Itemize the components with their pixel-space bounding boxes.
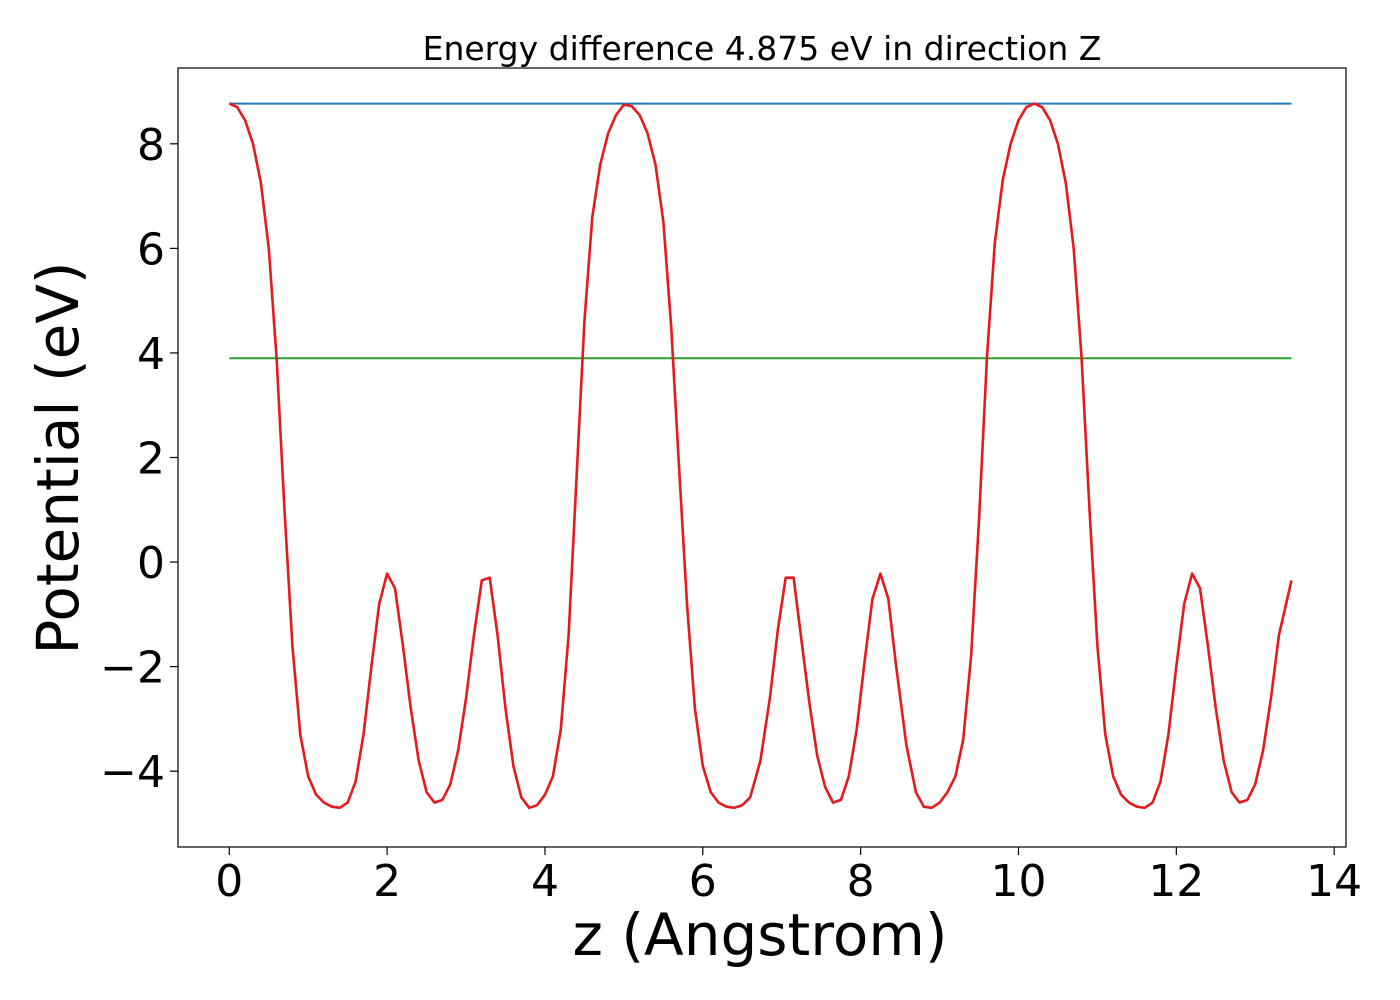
chart-title: Energy difference 4.875 eV in direction … (423, 29, 1102, 68)
x-tick-label: 4 (531, 856, 559, 907)
y-axis-label: Potential (eV) (24, 261, 92, 654)
y-tick-label: 6 (137, 224, 165, 275)
x-tick-label: 8 (847, 856, 875, 907)
y-tick-label: 8 (137, 120, 165, 171)
x-tick-label: 10 (990, 856, 1046, 907)
x-tick-label: 0 (215, 856, 243, 907)
y-tick-label: 2 (137, 434, 165, 485)
y-tick-label: −2 (100, 643, 165, 694)
y-tick-label: −4 (100, 747, 165, 798)
x-tick-label: 12 (1148, 856, 1204, 907)
x-axis: 0 2 4 6 8 10 12 14 (215, 847, 1362, 907)
series-potential-curve (228, 102, 1293, 810)
plot-frame (177, 67, 1347, 848)
y-axis: −4 −2 0 2 4 6 8 (100, 120, 178, 798)
x-axis-label: z (Angstrom) (573, 901, 948, 969)
x-tick-label: 2 (373, 856, 401, 907)
x-tick-label: 6 (689, 856, 717, 907)
series-layer (228, 102, 1293, 810)
x-tick-label: 14 (1306, 856, 1362, 907)
y-tick-label: 4 (137, 329, 165, 380)
y-tick-label: 0 (137, 538, 165, 589)
